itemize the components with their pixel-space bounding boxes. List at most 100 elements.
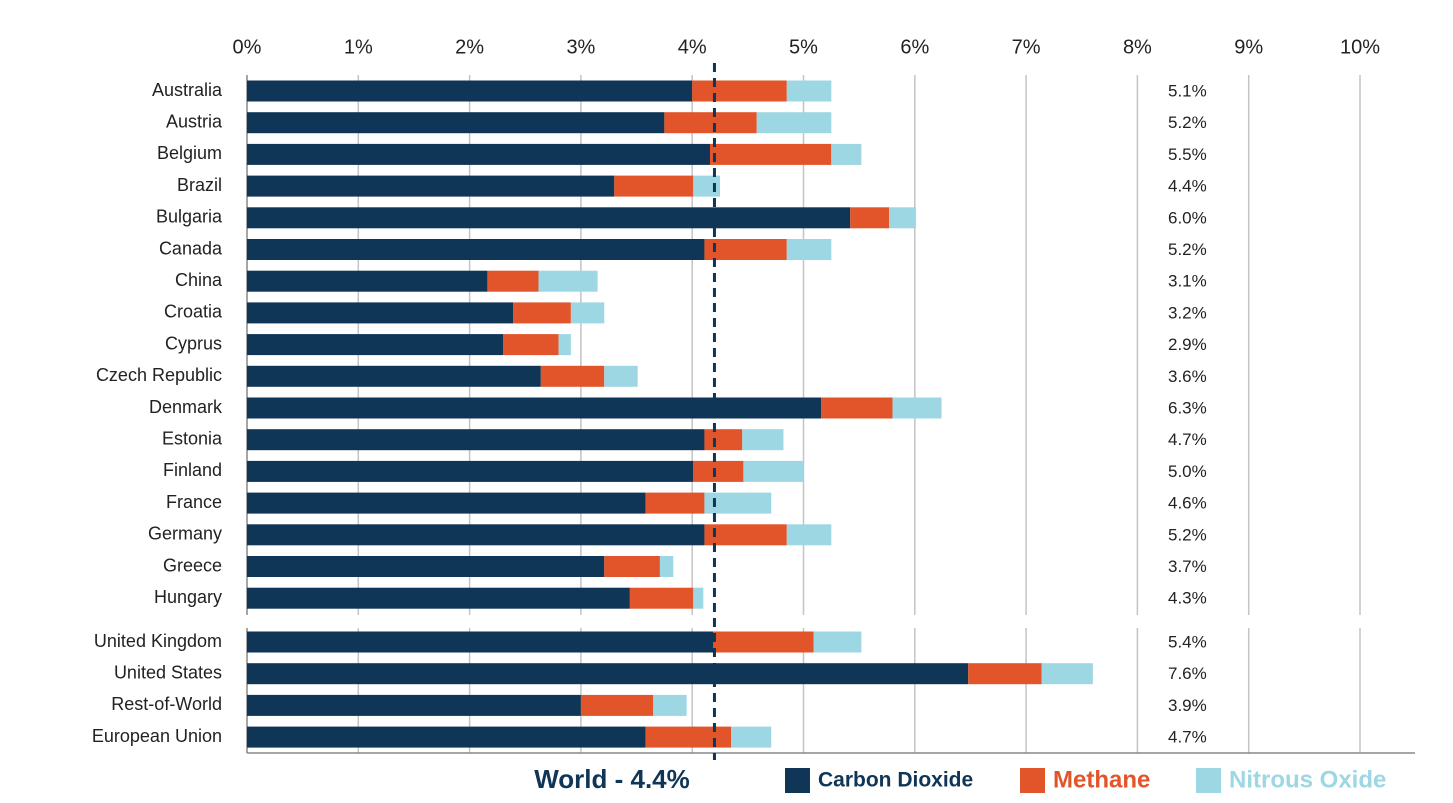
bar-segment (487, 270, 539, 292)
bar-segment (247, 694, 581, 716)
y-tick-label: Germany (148, 524, 222, 544)
bar-segment (540, 365, 605, 387)
bar-segment (664, 112, 757, 134)
y-tick-label: Estonia (162, 428, 223, 448)
y-tick-label: Finland (163, 460, 222, 480)
y-tick-label: Canada (159, 238, 223, 258)
bar-segment (786, 239, 832, 260)
bar-segment (604, 556, 660, 577)
bar-segment (247, 663, 969, 685)
x-tick-label: 0% (233, 36, 262, 58)
bar-segment (850, 207, 890, 229)
bar-segment (1041, 663, 1093, 685)
y-tick-label: Austria (166, 111, 223, 131)
x-tick-label: 3% (566, 36, 595, 58)
world-label: World - 4.4% (534, 764, 690, 794)
x-tick-label: 2% (455, 36, 484, 58)
x-tick-label: 8% (1123, 36, 1152, 58)
bar-segment (247, 175, 615, 197)
total-label: 3.6% (1168, 367, 1207, 386)
total-label: 5.1% (1168, 81, 1207, 100)
bar-segment (693, 460, 744, 482)
bar-segment (247, 365, 541, 387)
bar-segment (659, 556, 674, 577)
y-tick-label: Croatia (164, 302, 223, 322)
y-tick-label: Australia (152, 80, 223, 100)
bar-segment (247, 302, 514, 324)
legend-swatch (1196, 768, 1221, 793)
total-label: 5.4% (1168, 632, 1207, 651)
bar-segment (889, 207, 916, 229)
bar-segment (247, 492, 646, 514)
bar-segment (247, 460, 694, 482)
bar-segment (247, 112, 665, 134)
total-label: 5.2% (1168, 525, 1207, 544)
bar-segment (693, 587, 704, 609)
bar-segment (247, 143, 711, 165)
bar-segment (247, 587, 630, 609)
y-tick-label: Brazil (177, 175, 222, 195)
bar-segment (558, 334, 571, 356)
total-label: 5.2% (1168, 113, 1207, 132)
bar-segment (247, 80, 693, 102)
bar-segment (580, 694, 654, 716)
bar-segment (786, 80, 832, 102)
x-tick-label: 9% (1234, 36, 1263, 58)
bar-segment (786, 524, 832, 546)
total-label: 4.7% (1168, 728, 1207, 747)
legend-swatch (785, 768, 810, 793)
bar-segment (831, 143, 862, 165)
total-label: 5.2% (1168, 240, 1207, 259)
y-tick-label: European Union (92, 726, 222, 746)
total-label: 3.7% (1168, 557, 1207, 576)
bar-segment (813, 631, 862, 653)
y-tick-label: Denmark (149, 397, 223, 417)
bar-segment (247, 429, 705, 451)
bar-segment (247, 726, 646, 748)
bar-segment (614, 175, 694, 197)
bar-segment (645, 492, 705, 514)
bar-segment (704, 492, 772, 514)
bar-segment (247, 207, 851, 229)
y-tick-label: France (166, 492, 222, 512)
bar-segment (629, 587, 694, 609)
bar-segment (742, 429, 784, 451)
bar-segment (513, 302, 571, 324)
bar-segment (247, 270, 488, 292)
bar-segment (821, 397, 893, 419)
total-label: 3.2% (1168, 303, 1207, 322)
bar-segment (704, 524, 787, 546)
bar-segment (604, 365, 638, 387)
total-label: 6.0% (1168, 208, 1207, 227)
x-tick-label: 1% (344, 36, 373, 58)
legend-label: Methane (1053, 766, 1150, 793)
y-tick-label: Bulgaria (156, 207, 223, 227)
bar-segment (645, 726, 732, 748)
bar-segment (247, 334, 503, 356)
bar-segment (892, 397, 942, 419)
y-tick-label: China (175, 270, 223, 290)
x-tick-label: 5% (789, 36, 818, 58)
x-tick-label: 6% (900, 36, 929, 58)
legend-label: Nitrous Oxide (1229, 766, 1386, 793)
total-label: 3.9% (1168, 696, 1207, 715)
total-label: 5.5% (1168, 145, 1207, 164)
bar-segment (693, 175, 721, 197)
bar-segment (713, 631, 814, 653)
total-label: 6.3% (1168, 398, 1207, 417)
total-label: 4.4% (1168, 177, 1207, 196)
bar-segment (247, 556, 605, 577)
bar-segment (968, 663, 1042, 685)
total-label: 4.3% (1168, 589, 1207, 608)
x-tick-label: 7% (1012, 36, 1041, 58)
bar-segment (653, 694, 687, 716)
y-tick-label: Hungary (154, 587, 222, 607)
bar-segment (704, 429, 743, 451)
total-label: 3.1% (1168, 272, 1207, 291)
bar-segment (731, 726, 772, 748)
total-label: 4.6% (1168, 494, 1207, 513)
bar-segment (247, 631, 714, 653)
y-tick-label: Belgium (157, 143, 222, 163)
bar-segment (502, 334, 559, 356)
